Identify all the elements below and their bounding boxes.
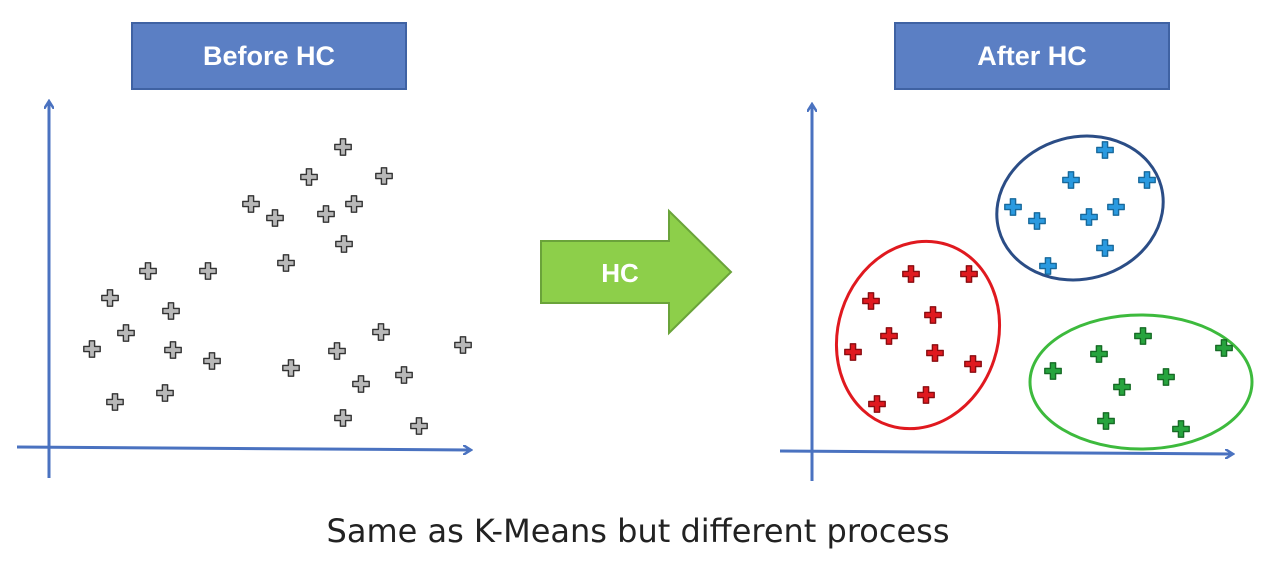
cluster-blue-point-plus-icon	[1096, 141, 1114, 159]
cluster-blue-point-plus-icon	[1028, 212, 1046, 230]
unclustered-point-plus-icon	[410, 417, 428, 435]
unclustered-point-plus-icon	[162, 302, 180, 320]
cluster-red-point-plus-icon	[917, 386, 935, 404]
cluster-red-point-plus-icon	[926, 344, 944, 362]
cluster-red-point-plus-icon	[964, 355, 982, 373]
unclustered-point-plus-icon	[117, 324, 135, 342]
cluster-ellipse-blue	[995, 134, 1165, 282]
cluster-blue-point-plus-icon	[1039, 257, 1057, 275]
unclustered-point-plus-icon	[277, 254, 295, 272]
unclustered-point-plus-icon	[83, 340, 101, 358]
unclustered-point-plus-icon	[203, 352, 221, 370]
unclustered-point-plus-icon	[395, 366, 413, 384]
unclustered-point-plus-icon	[345, 195, 363, 213]
process-arrow-shape	[540, 208, 733, 336]
unclustered-point-plus-icon	[352, 375, 370, 393]
cluster-green-point-plus-icon	[1090, 345, 1108, 363]
cluster-green-point-plus-icon	[1172, 420, 1190, 438]
cluster-blue-point-plus-icon	[1138, 171, 1156, 189]
points-layer	[83, 138, 1233, 438]
unclustered-point-plus-icon	[199, 262, 217, 280]
unclustered-point-plus-icon	[106, 393, 124, 411]
unclustered-point-plus-icon	[454, 336, 472, 354]
cluster-green-point-plus-icon	[1134, 327, 1152, 345]
unclustered-point-plus-icon	[372, 323, 390, 341]
process-arrow: HC	[540, 208, 733, 336]
process-arrow-label: HC	[601, 258, 639, 288]
cluster-blue-point-plus-icon	[1004, 198, 1022, 216]
cluster-ellipse-green	[1028, 313, 1254, 451]
unclustered-point-plus-icon	[334, 409, 352, 427]
cluster-green-point-plus-icon	[1157, 368, 1175, 386]
cluster-blue-point-plus-icon	[1080, 208, 1098, 226]
cluster-red-point-plus-icon	[902, 265, 920, 283]
caption: Same as K-Means but different process	[326, 512, 950, 550]
before-axes	[16, 102, 470, 478]
unclustered-point-plus-icon	[328, 342, 346, 360]
unclustered-point-plus-icon	[101, 289, 119, 307]
cluster-blue-point-plus-icon	[1107, 198, 1125, 216]
cluster-green-point-plus-icon	[1097, 412, 1115, 430]
after-axes	[779, 105, 1232, 481]
cluster-green-point-plus-icon	[1215, 339, 1233, 357]
cluster-green-point-plus-icon	[1113, 378, 1131, 396]
cluster-red-point-plus-icon	[960, 265, 978, 283]
after-x-axis	[779, 451, 1232, 454]
cluster-red-point-plus-icon	[868, 395, 886, 413]
cluster-red-point-plus-icon	[844, 343, 862, 361]
cluster-blue-point-plus-icon	[1062, 171, 1080, 189]
unclustered-point-plus-icon	[300, 168, 318, 186]
cluster-red-point-plus-icon	[924, 306, 942, 324]
unclustered-point-plus-icon	[156, 384, 174, 402]
unclustered-point-plus-icon	[139, 262, 157, 280]
unclustered-point-plus-icon	[242, 195, 260, 213]
cluster-ellipse-red	[834, 239, 1002, 431]
unclustered-point-plus-icon	[334, 138, 352, 156]
before-hc-title: Before HC	[131, 22, 407, 90]
unclustered-point-plus-icon	[266, 209, 284, 227]
cluster-blue-point-plus-icon	[1096, 239, 1114, 257]
unclustered-point-plus-icon	[335, 235, 353, 253]
before-x-axis	[16, 447, 470, 450]
cluster-green-point-plus-icon	[1044, 362, 1062, 380]
unclustered-point-plus-icon	[282, 359, 300, 377]
unclustered-point-plus-icon	[317, 205, 335, 223]
cluster-red-point-plus-icon	[880, 327, 898, 345]
unclustered-point-plus-icon	[164, 341, 182, 359]
unclustered-point-plus-icon	[375, 167, 393, 185]
cluster-red-point-plus-icon	[862, 292, 880, 310]
after-hc-title: After HC	[894, 22, 1170, 90]
